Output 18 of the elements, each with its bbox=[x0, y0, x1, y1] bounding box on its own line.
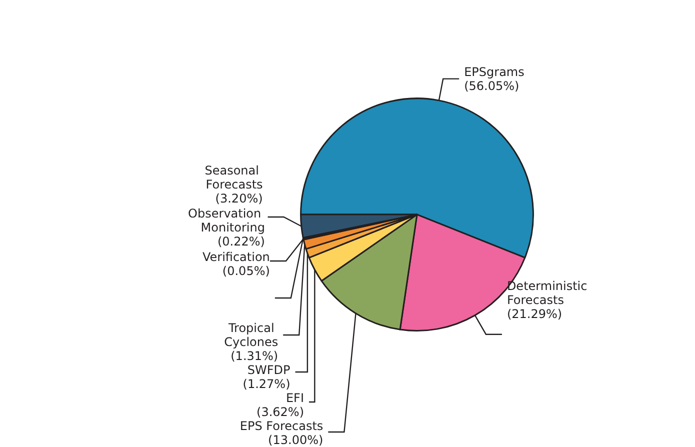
data-label: (1.27%) bbox=[242, 377, 290, 391]
slice-label: EPS Forecasts bbox=[240, 419, 324, 433]
data-label: (0.05%) bbox=[222, 264, 270, 278]
data-label: (3.62%) bbox=[256, 405, 304, 419]
data-label: (3.20%) bbox=[215, 191, 263, 206]
data-label: (1.31%) bbox=[230, 349, 278, 363]
slice-label: Verification bbox=[202, 250, 270, 264]
data-label: (56.05%) bbox=[464, 78, 520, 93]
data-label: (0.22%) bbox=[217, 234, 265, 249]
slice-label: Observation Monitoring bbox=[188, 206, 265, 235]
data-label: (21.29%) bbox=[506, 307, 562, 321]
slice-label: Seasonal Forecasts bbox=[204, 163, 263, 192]
slice-label: Deterministic Forecasts bbox=[506, 279, 592, 307]
slice-label: SWFDP bbox=[247, 363, 290, 377]
data-label: (13.00%) bbox=[268, 433, 324, 447]
slice-label: EFI bbox=[286, 391, 304, 405]
slice-label: Tropical Cyclones bbox=[224, 321, 278, 349]
slice-label: EPSgrams bbox=[464, 64, 524, 79]
